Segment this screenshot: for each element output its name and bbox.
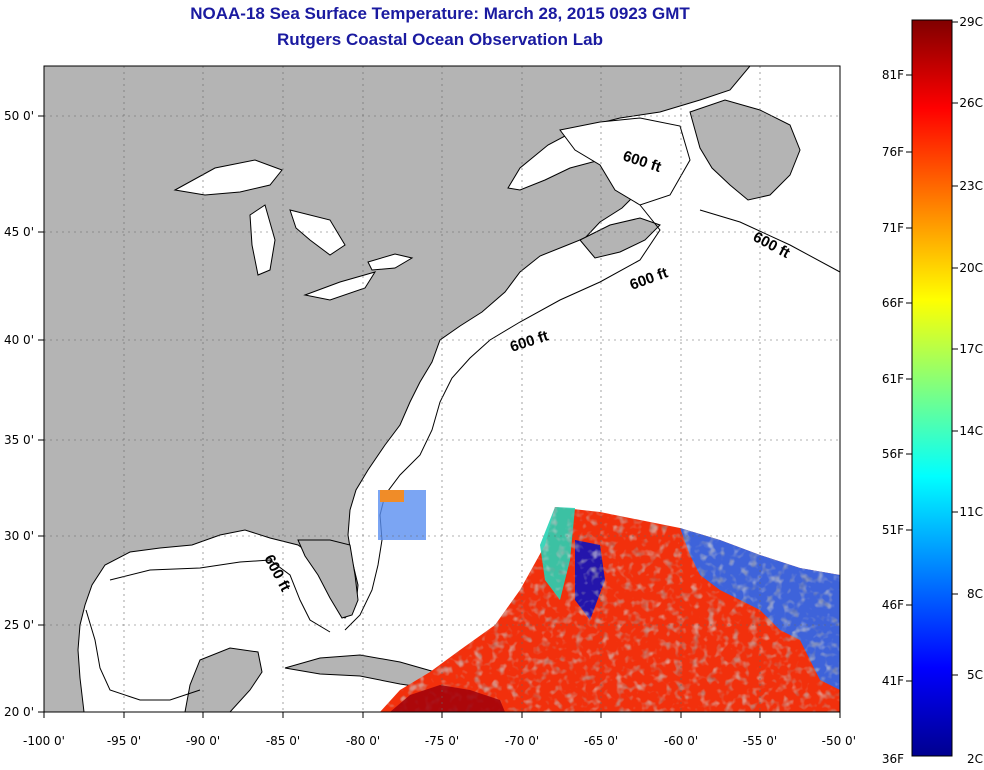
lon-label: -55 0' xyxy=(743,734,777,748)
lat-label: 50 0' xyxy=(4,109,34,123)
lon-label: -60 0' xyxy=(664,734,698,748)
colorbar-label-f: 81F xyxy=(882,68,904,82)
longitude-labels: -100 0' -95 0' -90 0' -85 0' -80 0' -75 … xyxy=(23,734,856,748)
lat-label: 40 0' xyxy=(4,333,34,347)
colorbar-label-c: 17C xyxy=(959,342,983,356)
colorbar-label-f: 41F xyxy=(882,674,904,688)
sst-patch-warm xyxy=(380,490,404,502)
land-north-america xyxy=(44,66,751,712)
sst-swath-texture xyxy=(380,507,840,712)
lon-label: -80 0' xyxy=(346,734,380,748)
colorbar-label-c: 8C xyxy=(967,587,983,601)
tick-marks xyxy=(38,115,841,718)
lat-label: 45 0' xyxy=(4,225,34,239)
colorbar-celsius-labels: 29C 26C 23C 20C 17C 14C 11C 8C 5C 2C xyxy=(959,15,983,766)
land-nova-scotia xyxy=(579,217,661,259)
colorbar-label-c: 23C xyxy=(959,179,983,193)
lon-label: -85 0' xyxy=(266,734,300,748)
lat-label: 30 0' xyxy=(4,529,34,543)
colorbar-label-c: 2C xyxy=(967,752,983,766)
lon-label: -65 0' xyxy=(584,734,618,748)
colorbar-label-f: 46F xyxy=(882,598,904,612)
lon-label: -95 0' xyxy=(107,734,141,748)
lat-label: 35 0' xyxy=(4,433,34,447)
graticule xyxy=(44,66,840,712)
land-florida xyxy=(297,539,359,619)
colorbar-ticks xyxy=(906,21,958,682)
shelf-contours xyxy=(85,204,840,701)
map-title: NOAA-18 Sea Surface Temperature: March 2… xyxy=(190,4,690,23)
lat-label: 20 0' xyxy=(4,705,34,719)
sst-swath xyxy=(378,490,840,712)
sst-swath-south-dark xyxy=(390,685,505,712)
colorbar-label-f: 36F xyxy=(882,752,904,766)
colorbar-label-f: 66F xyxy=(882,296,904,310)
colorbar-label-f: 56F xyxy=(882,447,904,461)
colorbar-label-c: 20C xyxy=(959,261,983,275)
lat-label: 25 0' xyxy=(4,618,34,632)
map-plot: 600 ft 600 ft 600 ft 600 ft 600 ft xyxy=(44,66,840,712)
map-subtitle: Rutgers Coastal Ocean Observation Lab xyxy=(277,30,603,49)
colorbar-label-c: 11C xyxy=(959,505,983,519)
lon-label: -100 0' xyxy=(23,734,65,748)
lon-label: -90 0' xyxy=(186,734,220,748)
land-newfoundland xyxy=(689,99,801,201)
latitude-labels: 20 0' 25 0' 30 0' 35 0' 40 0' 45 0' 50 0… xyxy=(4,109,34,719)
colorbar-label-c: 29C xyxy=(959,15,983,29)
colorbar-label-f: 71F xyxy=(882,221,904,235)
lon-label: -50 0' xyxy=(822,734,856,748)
colorbar-label-c: 26C xyxy=(959,96,983,110)
colorbar-label-c: 5C xyxy=(967,668,983,682)
gulf-st-lawrence xyxy=(559,117,691,206)
colorbar-label-f: 51F xyxy=(882,523,904,537)
great-lakes xyxy=(173,159,414,301)
colorbar-label-f: 76F xyxy=(882,145,904,159)
colorbar xyxy=(911,19,953,757)
colorbar-label-c: 14C xyxy=(959,424,983,438)
colorbar-label-f: 61F xyxy=(882,372,904,386)
lon-label: -70 0' xyxy=(505,734,539,748)
lon-label: -75 0' xyxy=(425,734,459,748)
colorbar-fahrenheit-labels: 81F 76F 71F 66F 61F 56F 51F 46F 41F 36F xyxy=(882,68,904,766)
